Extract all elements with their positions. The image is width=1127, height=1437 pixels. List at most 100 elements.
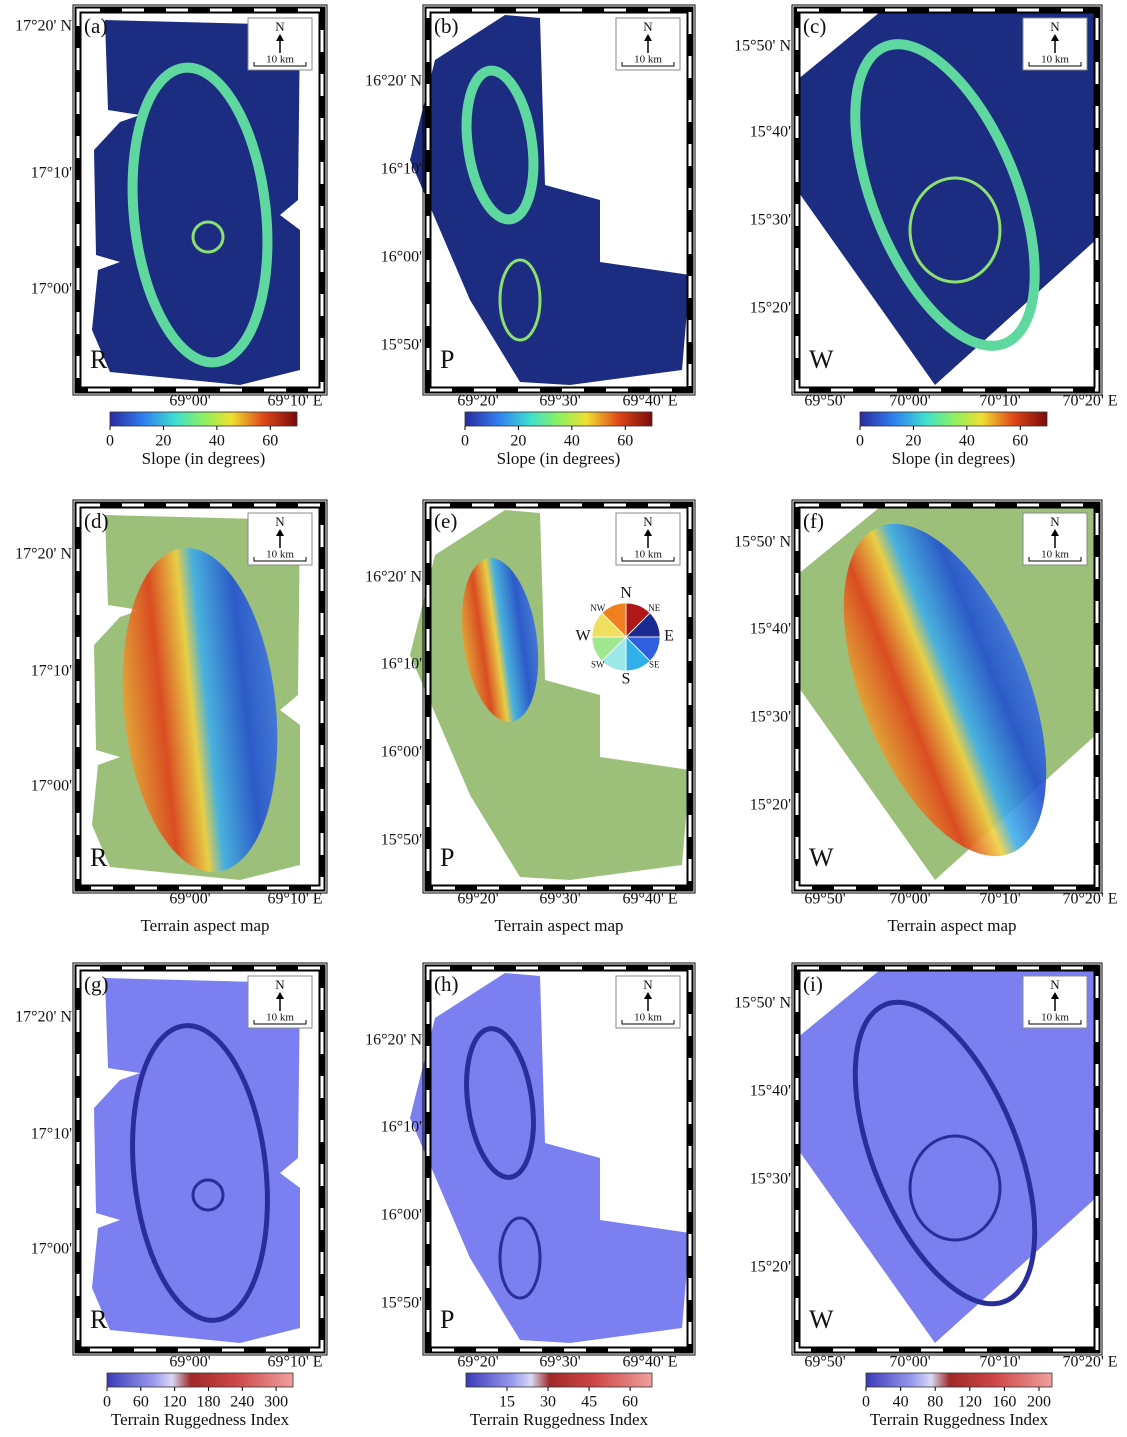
lon-label: 69°20' bbox=[457, 393, 498, 410]
panel-letter: (d) bbox=[84, 509, 109, 533]
panel-letter: (h) bbox=[434, 972, 459, 996]
colorbar-tick-label: 20 bbox=[510, 433, 526, 450]
lat-label: 17°10' bbox=[31, 1126, 72, 1143]
lat-label: 15°50' N bbox=[734, 534, 791, 551]
lat-label: 16°00' bbox=[381, 249, 422, 266]
colorbar bbox=[860, 412, 1047, 426]
colorbar bbox=[866, 1373, 1052, 1387]
compass-label: SE bbox=[649, 659, 660, 669]
scale-label: 10 km bbox=[634, 54, 662, 66]
caption: Terrain aspect map bbox=[494, 916, 623, 935]
scale-label: 10 km bbox=[1041, 549, 1069, 561]
lon-label: 70°20' E bbox=[1062, 393, 1117, 410]
scale-label: 10 km bbox=[1041, 1012, 1069, 1024]
lat-label: 16°10' bbox=[381, 656, 422, 673]
north-label: N bbox=[643, 977, 653, 992]
compass-label: W bbox=[575, 628, 591, 645]
lon-label: 69°50' bbox=[804, 891, 845, 908]
caption: Terrain aspect map bbox=[887, 916, 1016, 935]
lon-label: 70°00' bbox=[889, 393, 930, 410]
lon-label: 69°40' E bbox=[622, 1354, 677, 1371]
map-panel: (h) P N 10 km bbox=[410, 963, 695, 1355]
lat-label: 15°40' bbox=[750, 1083, 791, 1100]
lon-label: 69°00' bbox=[169, 891, 210, 908]
panel-letter: (c) bbox=[803, 14, 826, 38]
lon-label: 69°40' E bbox=[622, 393, 677, 410]
lon-label: 69°50' bbox=[804, 393, 845, 410]
scale-label: 10 km bbox=[266, 54, 294, 66]
colorbar-tick-label: 0 bbox=[103, 1394, 111, 1411]
lon-label: 70°10' bbox=[979, 393, 1020, 410]
lat-label: 16°20' N bbox=[365, 73, 422, 90]
panel-letter: (b) bbox=[434, 14, 459, 38]
colorbar-tick-label: 160 bbox=[992, 1394, 1016, 1411]
colorbar-tick-label: 40 bbox=[564, 433, 580, 450]
colorbar-tick-label: 120 bbox=[163, 1394, 187, 1411]
survey-area bbox=[92, 978, 300, 1343]
site-label: R bbox=[90, 1305, 108, 1334]
site-label: W bbox=[809, 345, 834, 374]
map-panel: (b) P N 10 km bbox=[410, 5, 695, 395]
north-label: N bbox=[643, 19, 653, 34]
compass-label: N bbox=[620, 585, 632, 602]
colorbar-tick-label: 0 bbox=[461, 433, 469, 450]
colorbar-tick-label: 45 bbox=[581, 1394, 597, 1411]
lon-label: 69°00' bbox=[169, 1354, 210, 1371]
compass-label: S bbox=[622, 671, 631, 688]
compass-label: NW bbox=[590, 603, 605, 613]
map-panel: (g)RN10 km bbox=[73, 963, 327, 1355]
lat-label: 16°10' bbox=[381, 1119, 422, 1136]
lat-label: 15°20' bbox=[750, 300, 791, 317]
panel-letter: (a) bbox=[84, 14, 107, 38]
colorbar-tick-label: 240 bbox=[230, 1394, 254, 1411]
colorbar-label: Slope (in degrees) bbox=[497, 449, 621, 468]
colorbar bbox=[466, 1373, 652, 1387]
lat-label: 17°20' N bbox=[15, 1009, 72, 1026]
colorbar-tick-label: 200 bbox=[1027, 1394, 1051, 1411]
site-label: R bbox=[90, 345, 108, 374]
map-panel: (a) R N 10 km bbox=[73, 5, 327, 395]
compass-label: E bbox=[664, 628, 674, 645]
lat-label: 16°20' N bbox=[365, 569, 422, 586]
scale-label: 10 km bbox=[634, 549, 662, 561]
colorbar bbox=[465, 412, 652, 426]
colorbar-tick-label: 60 bbox=[1012, 433, 1028, 450]
lat-label: 15°50' N bbox=[734, 995, 791, 1012]
colorbar-tick-label: 30 bbox=[540, 1394, 556, 1411]
lon-label: 70°00' bbox=[889, 891, 930, 908]
north-label: N bbox=[275, 19, 285, 34]
north-label: N bbox=[643, 514, 653, 529]
north-label: N bbox=[275, 514, 285, 529]
lat-label: 17°00' bbox=[31, 1241, 72, 1258]
panel-letter: (g) bbox=[84, 972, 109, 996]
lat-label: 17°00' bbox=[31, 281, 72, 298]
lat-label: 15°50' bbox=[381, 1295, 422, 1312]
colorbar-tick-label: 0 bbox=[106, 433, 114, 450]
lat-label: 15°30' bbox=[750, 1171, 791, 1188]
scale-label: 10 km bbox=[634, 1012, 662, 1024]
figure: (a) R N 10 km 17°20' N 17°10' 17°00' 69°00' 69°1… bbox=[0, 0, 1127, 1437]
scale-label: 10 km bbox=[1041, 54, 1069, 66]
scale-label: 10 km bbox=[266, 1012, 294, 1024]
lat-label: 17°20' N bbox=[15, 18, 72, 35]
colorbar-tick-label: 60 bbox=[617, 433, 633, 450]
lat-label: 15°40' bbox=[750, 621, 791, 638]
lon-label: 69°10' E bbox=[267, 891, 322, 908]
lon-label: 69°30' bbox=[539, 1354, 580, 1371]
colorbar-tick-label: 180 bbox=[196, 1394, 220, 1411]
lon-label: 69°10' E bbox=[267, 393, 322, 410]
colorbar-tick-label: 40 bbox=[209, 433, 225, 450]
lat-label: 15°40' bbox=[750, 124, 791, 141]
site-label: P bbox=[440, 345, 454, 374]
colorbar bbox=[107, 1373, 293, 1387]
colorbar-tick-label: 20 bbox=[155, 433, 171, 450]
lat-label: 16°00' bbox=[381, 744, 422, 761]
site-label: P bbox=[440, 1305, 454, 1334]
panel-letter: (i) bbox=[803, 972, 823, 996]
lon-label: 69°20' bbox=[457, 1354, 498, 1371]
north-label: N bbox=[1050, 514, 1060, 529]
colorbar bbox=[110, 412, 297, 426]
